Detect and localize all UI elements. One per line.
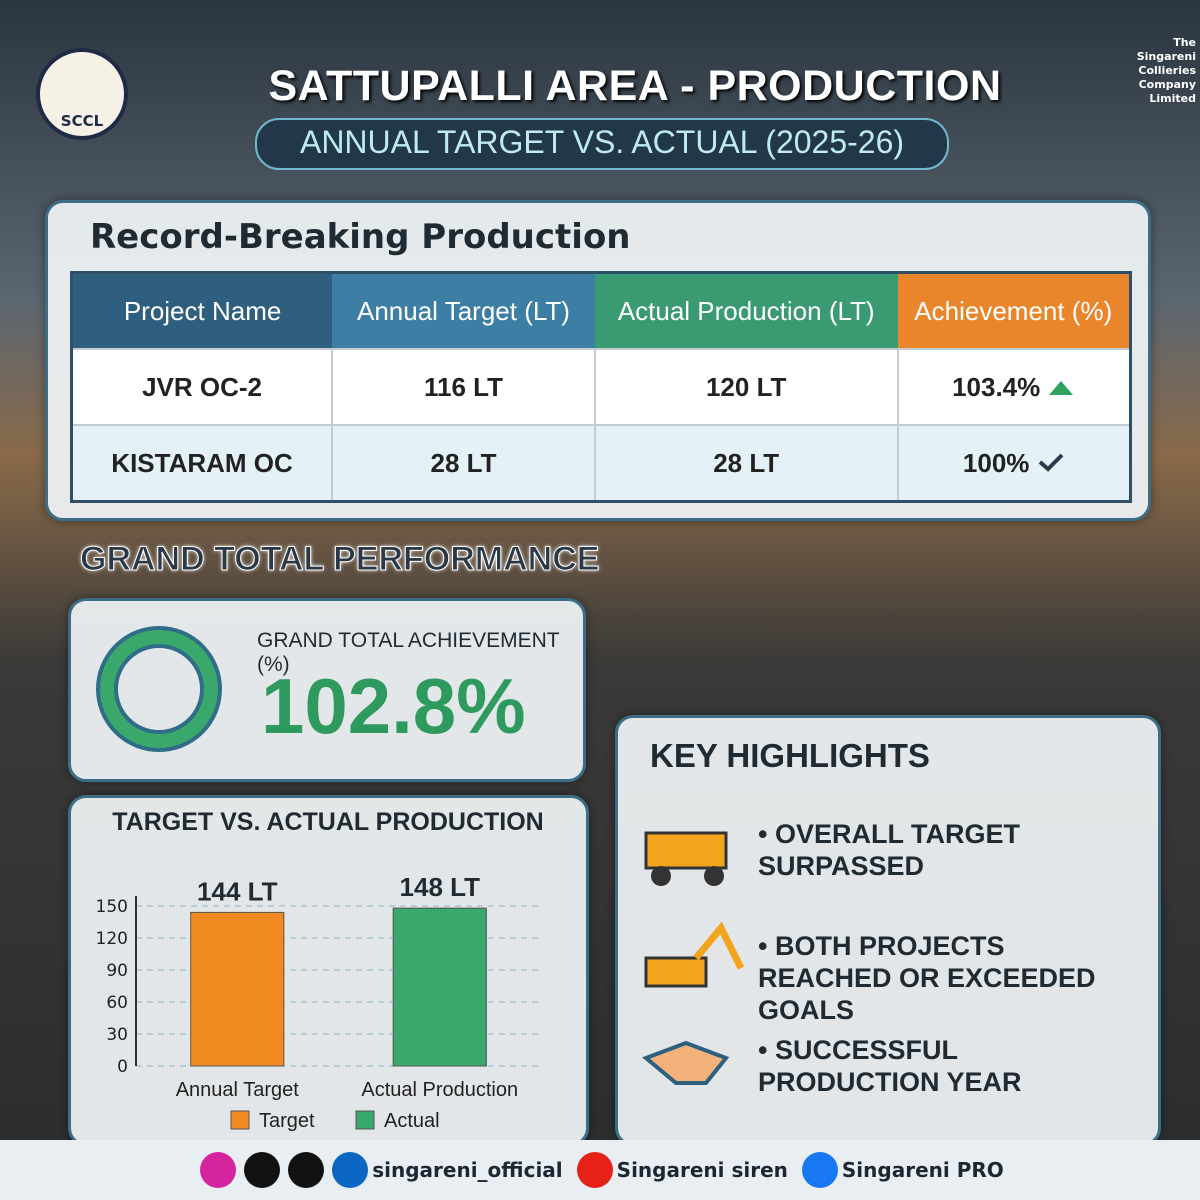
highlight-icons (642, 831, 745, 1085)
highlight-item: • BOTH PROJECTS REACHED OR EXCEEDED GOAL… (758, 931, 1096, 1025)
cell: 120 LT (593, 348, 899, 426)
cell: 28 LT (593, 424, 899, 503)
up-arrow (1049, 380, 1074, 395)
column-header: Annual Target (LT) (332, 272, 595, 349)
cell: 116 LT (331, 348, 596, 426)
handle[interactable]: Singareni siren (616, 1158, 788, 1182)
company-name: The Singareni Collieries Company Limited (1136, 36, 1196, 105)
column-header: Project Name (71, 272, 333, 349)
y-tick-label: 0 (117, 1057, 128, 1077)
check-mark (1038, 453, 1064, 472)
y-tick-label: 60 (106, 993, 128, 1013)
highlight-item: • SUCCESSFUL PRODUCTION YEAR (758, 1035, 1022, 1097)
facebook-icon (801, 1152, 838, 1188)
y-tick-label: 120 (96, 929, 128, 949)
x-tick-label: Actual Production (361, 1079, 518, 1101)
x-tick-label: Annual Target (176, 1079, 300, 1101)
cell-wrap: 100% (896, 424, 1132, 503)
highlight-text: BOTH PROJECTS REACHED OR EXCEEDED GOALS (758, 931, 1096, 1025)
cell: 100% (962, 447, 1030, 478)
y-tick-label: 150 (96, 897, 128, 917)
data-label: 144 LT (197, 876, 278, 906)
chart-panel: TARGET VS. ACTUAL PRODUCTION 0 30 60 90 120 15… (68, 795, 589, 1146)
handle[interactable]: Singareni PRO (841, 1158, 1004, 1182)
footer: singareni_official Singareni siren Singa… (0, 1140, 1200, 1200)
threads-icon (244, 1152, 281, 1188)
data-label: 148 LT (400, 872, 481, 902)
y-tick-label: 30 (106, 1025, 128, 1045)
legend-label: Target (259, 1110, 315, 1132)
linkedin-icon (332, 1152, 369, 1188)
highlight-text: SUCCESSFUL PRODUCTION YEAR (758, 1035, 1022, 1097)
grand-total-panel: GRAND TOTAL ACHIEVEMENT (%) 102.8% (68, 598, 586, 782)
legend-swatch (230, 1110, 250, 1130)
bar (190, 911, 285, 1067)
grand-total-label: GRAND TOTAL ACHIEVEMENT (%) (257, 629, 560, 676)
column-header: Achievement (%) (897, 272, 1131, 349)
legend-label: Actual (384, 1110, 440, 1132)
grand-total-value: 102.8% (261, 662, 526, 750)
column-header: Actual Production (LT) (594, 272, 898, 349)
highlights-title: KEY HIGHLIGHTS (650, 737, 930, 774)
cell: 103.4% (952, 371, 1041, 402)
highlights-panel: KEY HIGHLIGHTS • OVERALL TARGET SURPASSE… (615, 715, 1161, 1146)
bar-chart: TARGET VS. ACTUAL PRODUCTION 0 30 60 90 120 15… (96, 808, 544, 1132)
cell-wrap: 103.4% (896, 348, 1132, 426)
cell: JVR OC-2 (70, 348, 334, 426)
highlight-text: OVERALL TARGET SURPASSED (758, 819, 1020, 881)
handle[interactable]: singareni_official (372, 1158, 563, 1182)
bar (392, 907, 487, 1067)
donut (96, 626, 222, 752)
x-icon (288, 1152, 325, 1188)
legend-swatch (355, 1110, 375, 1130)
table-title: Record-Breaking Production (90, 217, 631, 257)
production-table: Project Name Annual Target (LT) Actual P… (70, 271, 1132, 503)
cell: KISTARAM OC (70, 424, 334, 503)
chart-title: TARGET VS. ACTUAL PRODUCTION (112, 808, 543, 836)
table-panel: Record-Breaking Production Project Name … (45, 200, 1151, 521)
cell: 28 LT (331, 424, 596, 503)
highlight-item: • OVERALL TARGET SURPASSED (758, 819, 1020, 881)
y-tick-label: 90 (106, 961, 128, 981)
instagram-icon (200, 1152, 237, 1188)
logo: SCCL (36, 48, 128, 140)
section-heading: GRAND TOTAL PERFORMANCE (79, 540, 600, 579)
page-subtitle: ANNUAL TARGET VS. ACTUAL (2025-26) (255, 118, 949, 170)
youtube-icon (576, 1152, 613, 1188)
